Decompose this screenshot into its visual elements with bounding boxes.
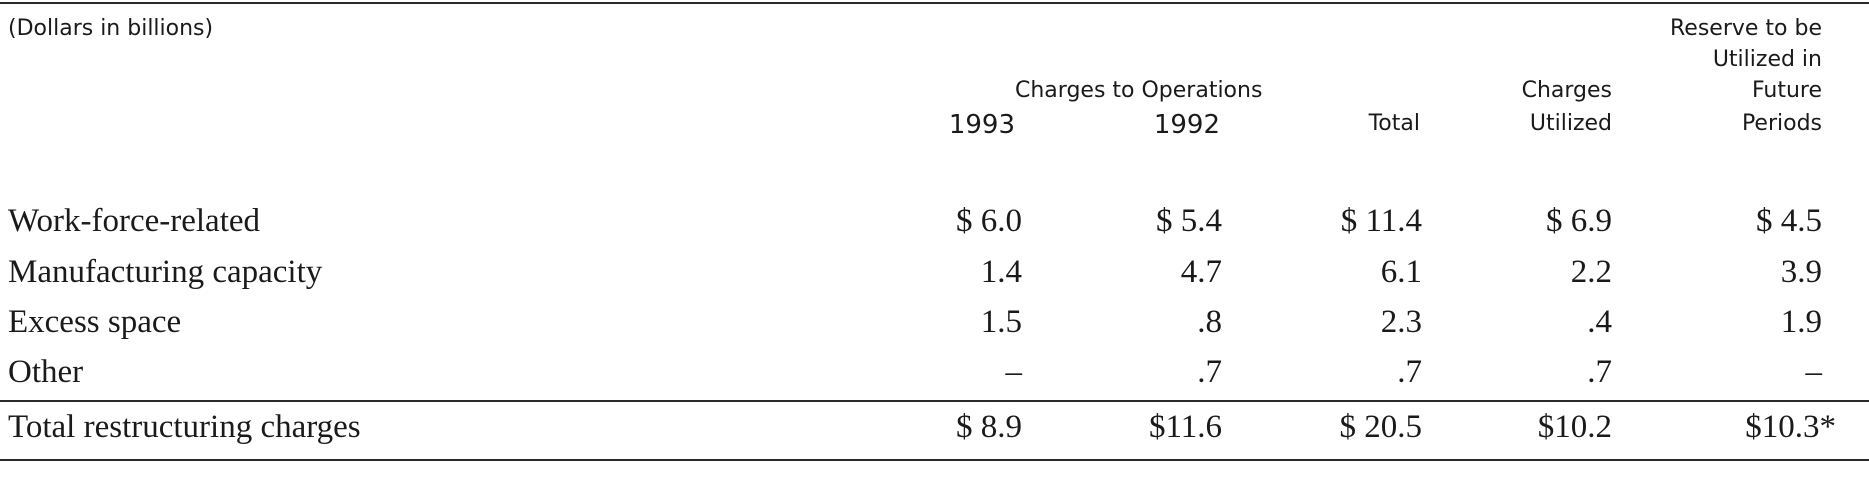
column-header-1992: 1992 bbox=[1153, 110, 1220, 140]
column-header-1993: 1993 bbox=[948, 110, 1015, 140]
total-row-label: Total restructuring charges bbox=[8, 409, 361, 445]
total-1993: $ 8.9 bbox=[956, 409, 1022, 445]
row-label: Other bbox=[8, 354, 84, 390]
cell-total: $ 11.4 bbox=[1340, 203, 1422, 239]
reserve-header-line3: Future bbox=[1751, 78, 1822, 103]
reserve-header-line4: Periods bbox=[1741, 111, 1822, 136]
group-header-charges-to-operations: Charges to Operations bbox=[1015, 78, 1263, 103]
bottom-rule bbox=[0, 459, 1869, 461]
cell-total: 6.1 bbox=[1380, 254, 1422, 290]
charges-utilized-header-line1: Charges bbox=[1521, 78, 1612, 103]
cell-1992: .7 bbox=[1197, 354, 1222, 390]
cell-utilized: .7 bbox=[1587, 354, 1612, 390]
cell-1993: 1.4 bbox=[980, 254, 1022, 290]
units-label: (Dollars in billions) bbox=[8, 16, 214, 41]
reserve-header-line1: Reserve to be bbox=[1669, 16, 1822, 41]
cell-1992: .8 bbox=[1197, 304, 1222, 340]
top-rule bbox=[0, 2, 1869, 4]
cell-reserve: 1.9 bbox=[1780, 304, 1822, 340]
column-header-total: Total bbox=[1368, 111, 1420, 136]
charges-utilized-header-line2: Utilized bbox=[1529, 111, 1612, 136]
cell-total: .7 bbox=[1397, 354, 1422, 390]
row-label: Work-force-related bbox=[8, 203, 261, 239]
total-top-rule bbox=[0, 400, 1869, 402]
cell-utilized: 2.2 bbox=[1570, 254, 1612, 290]
cell-1993: – bbox=[1005, 354, 1023, 390]
cell-reserve: – bbox=[1805, 354, 1823, 390]
cell-1993: 1.5 bbox=[980, 304, 1022, 340]
cell-1993: $ 6.0 bbox=[956, 203, 1022, 239]
row-label: Excess space bbox=[8, 304, 182, 340]
total-1992: $11.6 bbox=[1148, 409, 1222, 445]
total-reserve: $10.3* bbox=[1745, 409, 1836, 445]
cell-utilized: $ 6.9 bbox=[1546, 203, 1612, 239]
reserve-header-line2: Utilized in bbox=[1712, 47, 1822, 72]
cell-utilized: .4 bbox=[1587, 304, 1612, 340]
cell-reserve: $ 4.5 bbox=[1756, 203, 1822, 239]
total-total: $ 20.5 bbox=[1339, 409, 1423, 445]
cell-reserve: 3.9 bbox=[1780, 254, 1822, 290]
cell-1992: $ 5.4 bbox=[1156, 203, 1222, 239]
row-label: Manufacturing capacity bbox=[8, 254, 323, 290]
cell-total: 2.3 bbox=[1380, 304, 1422, 340]
cell-1992: 4.7 bbox=[1180, 254, 1222, 290]
total-utilized: $10.2 bbox=[1537, 409, 1612, 445]
